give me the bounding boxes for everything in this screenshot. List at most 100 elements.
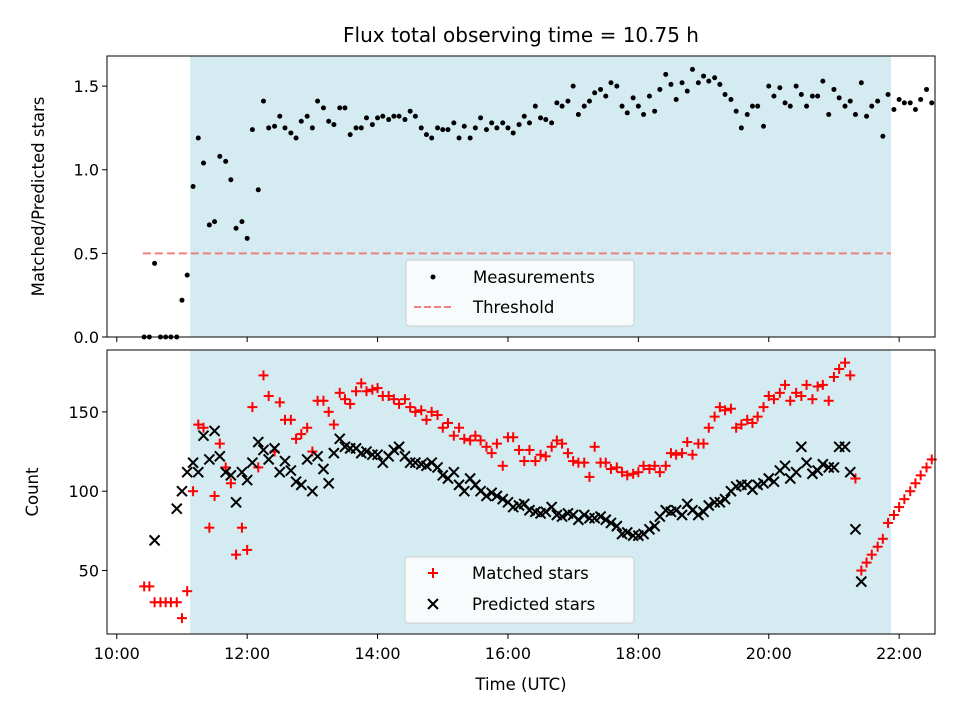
predicted-star-point <box>187 456 199 469</box>
matched-star-point <box>291 433 302 444</box>
matched-star-point <box>388 394 399 405</box>
matched-star-point <box>834 364 845 375</box>
measurement-point <box>337 105 343 111</box>
chart-title: Flux total observing time = 10.75 h <box>343 23 699 47</box>
x-tick-label: 16:00 <box>485 644 531 663</box>
measurement-point <box>885 91 891 97</box>
measurement-point <box>679 80 685 86</box>
legend-label-matched: Matched stars <box>472 564 589 583</box>
measurement-point <box>896 96 902 102</box>
x-tick-label: 22:00 <box>876 644 922 663</box>
measurement-point <box>277 113 283 119</box>
measurement-point <box>489 120 495 126</box>
predicted-star-point <box>485 487 498 499</box>
x-tick-label: 14:00 <box>355 644 401 663</box>
matched-star-point <box>491 438 502 449</box>
x-tick-label: 20:00 <box>746 644 792 663</box>
x-tick-label: 12:00 <box>224 644 270 663</box>
matched-star-point <box>475 435 486 446</box>
matched-star-point <box>714 402 725 413</box>
measurement-point <box>326 118 332 124</box>
predicted-star-point <box>371 449 384 461</box>
matched-star-point <box>519 456 530 467</box>
predicted-star-point <box>290 475 302 488</box>
matched-star-point <box>176 613 187 624</box>
measurement-point <box>249 127 255 133</box>
matched-star-point <box>660 460 671 471</box>
matched-star-point <box>584 471 595 482</box>
matched-star-point <box>334 387 345 398</box>
matched-star-point <box>883 517 894 528</box>
measurement-point <box>608 80 614 86</box>
measurement-point <box>483 127 489 133</box>
measurement-point <box>467 135 473 141</box>
measurement-point <box>744 112 750 118</box>
matched-star-point <box>535 449 546 460</box>
legend-marker-matched <box>428 568 438 578</box>
matched-star-point <box>209 490 220 501</box>
measurement-point <box>614 83 620 89</box>
measurement-point <box>440 127 446 133</box>
predicted-star-point <box>839 441 851 453</box>
matched-star-point <box>568 456 579 467</box>
measurement-point <box>195 135 201 141</box>
measurement-point <box>717 81 723 87</box>
matched-star-point <box>872 541 883 552</box>
measurement-point <box>624 110 630 116</box>
measurement-point <box>831 86 837 92</box>
matched-star-point <box>465 435 476 446</box>
predicted-star-point <box>480 490 493 502</box>
measurement-point <box>538 115 544 121</box>
measurement-point <box>402 117 408 123</box>
predicted-star-point <box>458 485 470 497</box>
measurement-point <box>549 120 555 126</box>
legend-label-predicted: Predicted stars <box>472 595 595 614</box>
matched-star-point <box>236 522 247 533</box>
measurement-point <box>494 125 500 131</box>
measurement-point <box>206 222 212 228</box>
matched-star-point <box>225 478 236 489</box>
matched-star-point <box>188 486 199 497</box>
measurement-point <box>798 91 804 97</box>
matched-star-point <box>780 379 791 390</box>
matched-star-point <box>204 522 215 533</box>
matched-star-point <box>546 441 557 452</box>
predicted-star-point <box>627 529 639 542</box>
predicted-star-point <box>611 520 623 532</box>
top-panel: 0.0 0.5 1.0 1.5 Matched/Predicted stars <box>29 55 936 347</box>
measurement-point <box>907 100 913 106</box>
matched-star-point <box>242 544 253 555</box>
predicted-star-point <box>605 517 617 529</box>
measurement-point <box>396 113 402 119</box>
matched-star-point <box>915 470 926 481</box>
matched-star-point <box>383 391 394 402</box>
matched-star-point <box>812 381 823 392</box>
predicted-star-point <box>181 466 193 478</box>
matched-star-point <box>605 463 616 474</box>
predicted-star-point <box>703 499 715 512</box>
measurement-point <box>782 100 788 106</box>
matched-star-point <box>617 467 628 478</box>
predicted-star-point <box>643 523 656 535</box>
matched-star-point <box>894 502 905 513</box>
predicted-star-point <box>360 445 373 458</box>
predicted-stars-points <box>148 425 868 588</box>
matched-star-point <box>649 460 660 471</box>
matched-stars-points <box>139 357 937 624</box>
matched-star-point <box>296 429 307 440</box>
measurement-point <box>298 118 304 124</box>
matched-star-point <box>720 405 731 416</box>
matched-star-point <box>888 510 899 521</box>
matched-star-point <box>709 411 720 422</box>
matched-star-point <box>747 417 758 428</box>
matched-star-point <box>351 386 362 397</box>
matched-star-point <box>367 384 378 395</box>
predicted-star-point <box>545 501 558 513</box>
predicted-star-point <box>437 469 449 482</box>
measurement-point <box>559 103 565 109</box>
predicted-star-point <box>779 460 791 472</box>
matched-star-point <box>231 549 242 560</box>
predicted-star-point <box>311 450 324 463</box>
matched-star-point <box>742 414 753 425</box>
measurement-point <box>603 93 609 99</box>
